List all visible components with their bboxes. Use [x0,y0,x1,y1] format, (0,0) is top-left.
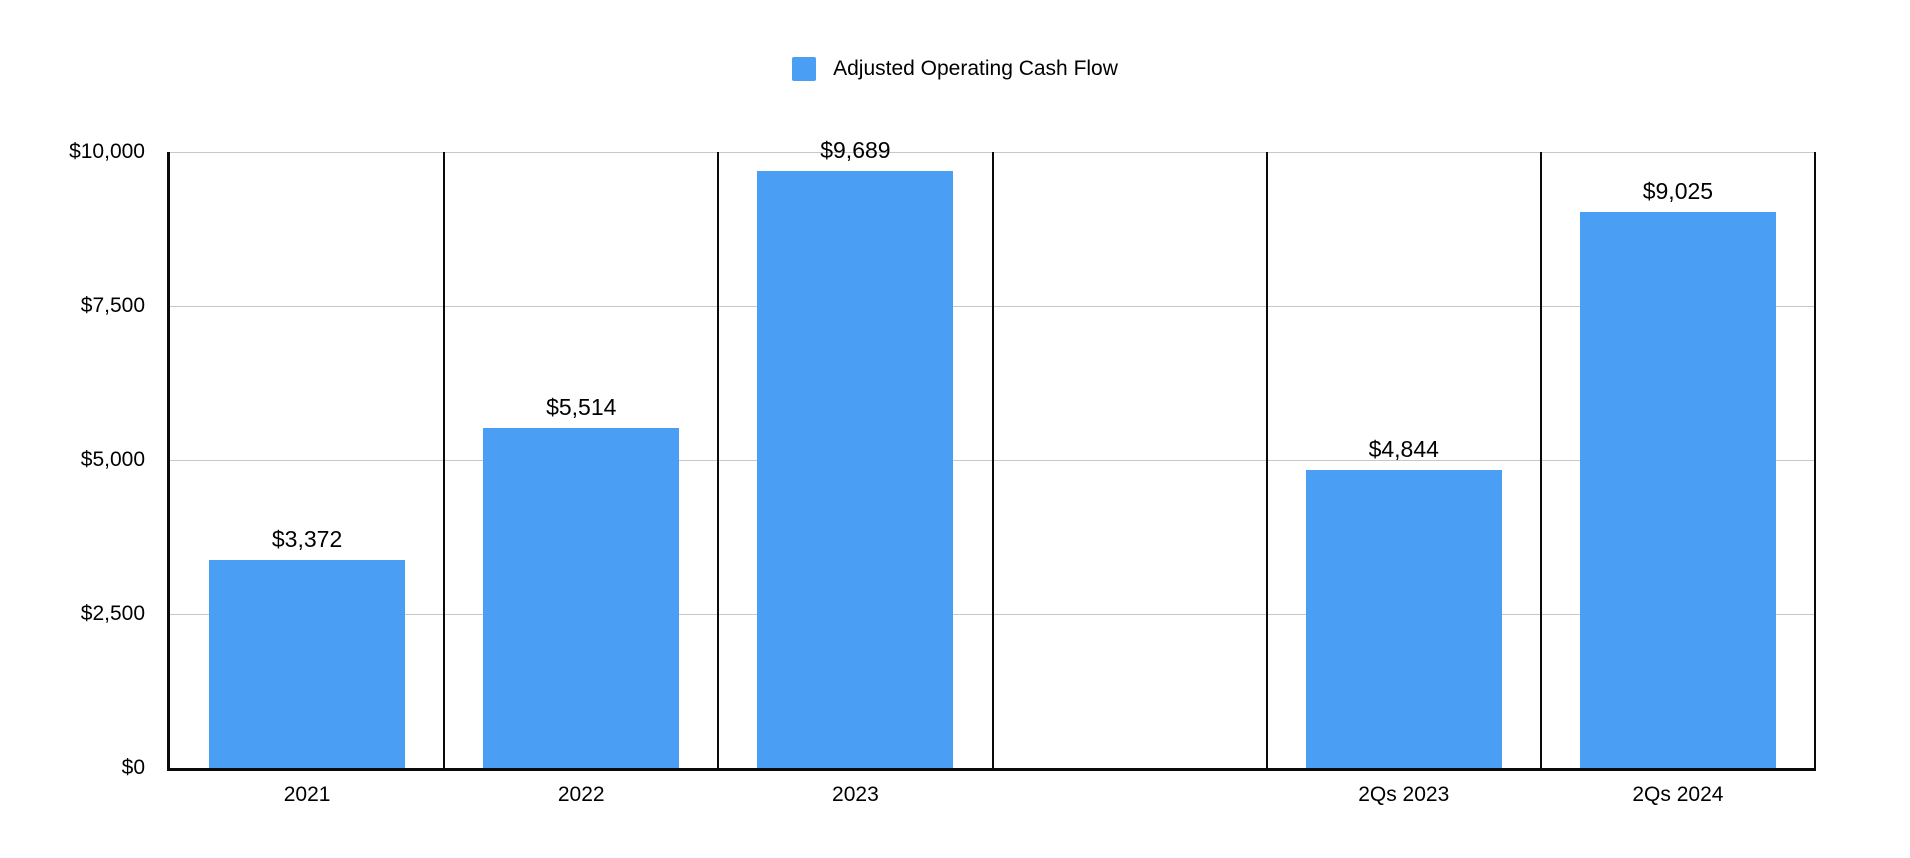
x-axis-label-2Qs 2024: 2Qs 2024 [1632,783,1724,806]
x-axis-label-2022: 2022 [557,783,605,806]
column-border [443,152,446,768]
bar-2Qs 2023 [1305,469,1502,768]
bar-value-label: $9,689 [820,137,891,164]
bar-value-label: $4,844 [1368,435,1439,462]
bar-value-label: $9,025 [1642,178,1714,205]
x-axis-line [167,768,1816,771]
x-axis-label-2Qs 2023: 2Qs 2023 [1358,783,1450,806]
chart-legend: Adjusted Operating Cash Flow [0,57,1910,81]
y-axis-tick-label: $5,000 [80,448,145,471]
y-axis-tick-label: $2,500 [80,602,145,625]
bar-2022 [483,428,680,768]
bar-value-label: $3,372 [271,526,343,553]
bar-value-label: $5,514 [546,394,617,421]
plot-area: $3,372 $5,514 $9,689 $4,844 $9,025 [167,137,1816,771]
y-axis-tick-label: $10,000 [69,140,145,163]
y-axis-line [167,152,170,768]
y-axis-tick-label: $0 [121,756,145,779]
bar-2Qs 2024 [1579,212,1776,768]
bar-2021 [209,560,406,768]
x-axis-label-2023: 2023 [832,783,879,806]
y-axis-tick-label: $7,500 [80,294,145,317]
x-axis-label-2021: 2021 [283,783,331,806]
column-border [991,152,994,768]
legend-series-label: Adjusted Operating Cash Flow [833,57,1118,80]
bar-2023 [757,171,954,768]
column-border [1539,152,1542,768]
plot-right-border [1814,152,1816,768]
column-border [1265,152,1268,768]
column-border [717,152,720,768]
legend-color-swatch [792,57,817,81]
